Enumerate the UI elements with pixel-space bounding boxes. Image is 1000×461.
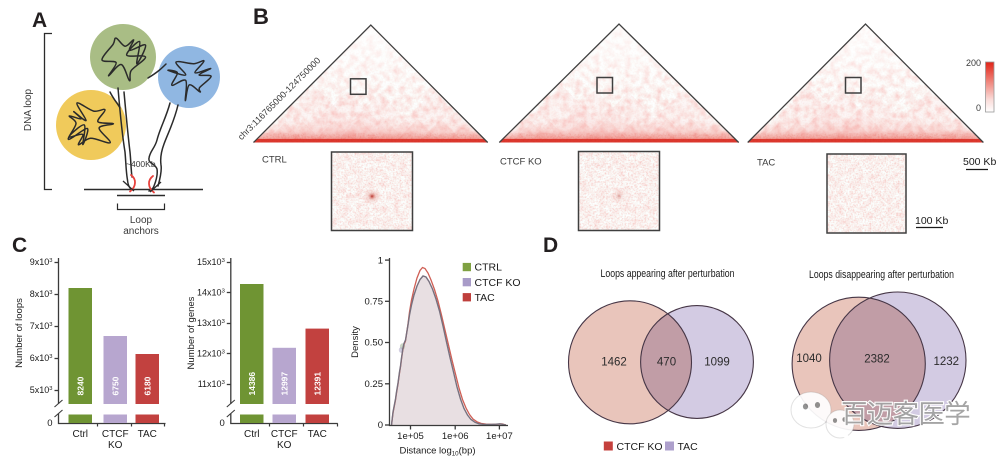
svg-text:Density: Density — [350, 326, 361, 358]
svg-text:TAC: TAC — [138, 429, 157, 440]
svg-text:B: B — [253, 4, 269, 29]
svg-text:D: D — [543, 234, 558, 257]
svg-text:CTCF: CTCF — [102, 429, 129, 440]
svg-text:TAC: TAC — [475, 292, 496, 304]
svg-text:8240: 8240 — [75, 376, 85, 395]
svg-text:0.50: 0.50 — [365, 338, 384, 349]
svg-text:1232: 1232 — [934, 356, 960, 368]
svg-text:CTCF KO: CTCF KO — [617, 441, 663, 453]
svg-text:6180: 6180 — [142, 376, 152, 395]
svg-text:2382: 2382 — [864, 354, 890, 366]
svg-text:Number of loops: Number of loops — [14, 298, 25, 368]
svg-text:14386: 14386 — [247, 372, 257, 396]
svg-text:470: 470 — [657, 357, 676, 369]
svg-text:1099: 1099 — [704, 357, 730, 369]
svg-text:12x103: 12x103 — [197, 349, 225, 359]
svg-text:TAC: TAC — [308, 429, 327, 440]
svg-text:Loop: Loop — [130, 215, 153, 226]
svg-text:0: 0 — [378, 420, 383, 431]
svg-text:Ctrl: Ctrl — [72, 429, 88, 440]
svg-text:A: A — [32, 9, 47, 32]
svg-text:~400Kb: ~400Kb — [126, 159, 156, 169]
svg-text:0: 0 — [220, 418, 225, 429]
svg-text:1040: 1040 — [796, 353, 822, 365]
svg-text:15x103: 15x103 — [197, 257, 225, 267]
svg-text:14x103: 14x103 — [197, 288, 225, 298]
svg-text:Number of genes: Number of genes — [186, 296, 197, 369]
svg-text:7x103: 7x103 — [30, 321, 53, 331]
svg-text:6750: 6750 — [110, 376, 120, 395]
svg-text:11x103: 11x103 — [198, 379, 225, 389]
svg-text:Distance log10(bp): Distance log10(bp) — [399, 446, 475, 458]
svg-text:0.25: 0.25 — [365, 379, 384, 390]
svg-text:anchors: anchors — [123, 226, 159, 237]
svg-text:5x103: 5x103 — [30, 385, 53, 395]
svg-text:C: C — [12, 234, 27, 257]
svg-text:1e+06: 1e+06 — [442, 431, 469, 442]
svg-text:0.75: 0.75 — [365, 297, 384, 308]
svg-text:1462: 1462 — [601, 357, 627, 369]
svg-text:12997: 12997 — [279, 372, 289, 396]
svg-text:200: 200 — [966, 58, 981, 68]
svg-text:CTRL: CTRL — [475, 262, 503, 274]
svg-text:CTCF KO: CTCF KO — [475, 277, 521, 289]
svg-text:1e+05: 1e+05 — [397, 431, 424, 442]
svg-text:13x103: 13x103 — [197, 318, 225, 328]
svg-text:100 Kb: 100 Kb — [915, 215, 948, 227]
svg-text:12391: 12391 — [312, 372, 322, 396]
svg-text:CTRL: CTRL — [262, 155, 287, 166]
svg-text:Loops appearing after perturba: Loops appearing after perturbation — [601, 268, 735, 280]
svg-text:KO: KO — [108, 440, 123, 451]
svg-text:CTCF: CTCF — [271, 429, 298, 440]
svg-text:Ctrl: Ctrl — [244, 429, 260, 440]
svg-text:1: 1 — [378, 255, 383, 266]
svg-text:KO: KO — [277, 440, 292, 451]
svg-text:0: 0 — [976, 103, 981, 113]
svg-text:6x103: 6x103 — [30, 353, 53, 363]
svg-text:0: 0 — [47, 418, 52, 429]
svg-text:1e+07: 1e+07 — [486, 431, 513, 442]
svg-text:500 Kb: 500 Kb — [963, 156, 996, 168]
svg-text:TAC: TAC — [757, 158, 775, 169]
svg-text:TAC: TAC — [678, 441, 699, 453]
svg-text:Loops disappearing after pertu: Loops disappearing after perturbation — [809, 269, 954, 281]
svg-text:8x103: 8x103 — [30, 289, 53, 299]
svg-text:CTCF KO: CTCF KO — [500, 157, 542, 168]
svg-text:DNA loop: DNA loop — [23, 88, 34, 131]
svg-text:9x103: 9x103 — [30, 257, 53, 267]
